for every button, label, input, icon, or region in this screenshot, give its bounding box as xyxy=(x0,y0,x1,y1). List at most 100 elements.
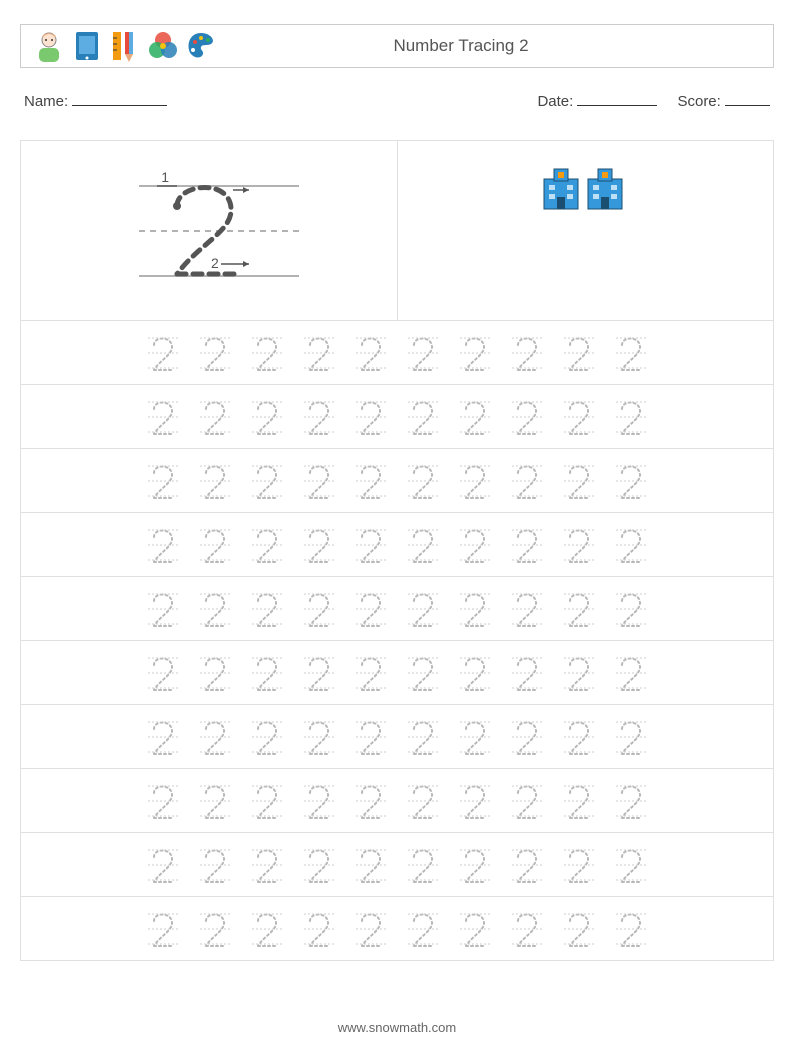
trace-cell xyxy=(501,393,553,441)
example-stroke-guide: 1 2 xyxy=(21,141,398,320)
trace-cell xyxy=(189,713,241,761)
trace-cell xyxy=(605,713,657,761)
trace-cell xyxy=(345,905,397,953)
trace-cell xyxy=(137,777,189,825)
trace-cell xyxy=(553,777,605,825)
trace-cell xyxy=(293,777,345,825)
trace-cell xyxy=(605,585,657,633)
trace-cell xyxy=(397,393,449,441)
trace-cell xyxy=(449,457,501,505)
trace-cell xyxy=(501,649,553,697)
trace-cell xyxy=(449,905,501,953)
trace-cell xyxy=(137,393,189,441)
trace-cell xyxy=(501,585,553,633)
trace-cell xyxy=(449,841,501,889)
trace-cell xyxy=(605,905,657,953)
date-underline xyxy=(577,92,657,106)
step-1-label: 1 xyxy=(161,169,169,185)
trace-cell xyxy=(241,521,293,569)
trace-cell xyxy=(605,457,657,505)
trace-cell xyxy=(345,585,397,633)
trace-cell xyxy=(501,841,553,889)
trace-cell xyxy=(241,649,293,697)
trace-row xyxy=(21,385,773,449)
trace-cell xyxy=(345,393,397,441)
score-underline xyxy=(725,92,770,106)
trace-cell xyxy=(397,585,449,633)
trace-cell xyxy=(137,649,189,697)
trace-rows-container xyxy=(21,321,773,961)
trace-row xyxy=(21,833,773,897)
trace-cell xyxy=(605,329,657,377)
trace-cell xyxy=(345,457,397,505)
example-count-image xyxy=(398,141,774,320)
trace-cell xyxy=(137,905,189,953)
trace-cell xyxy=(397,777,449,825)
trace-cell xyxy=(345,841,397,889)
trace-cell xyxy=(241,329,293,377)
trace-cell xyxy=(241,905,293,953)
score-label: Score: xyxy=(677,92,770,110)
trace-cell xyxy=(189,841,241,889)
person-icon xyxy=(31,28,67,64)
color-circles-icon xyxy=(145,28,181,64)
trace-cell xyxy=(553,457,605,505)
trace-cell xyxy=(189,329,241,377)
trace-cell xyxy=(605,841,657,889)
trace-cell xyxy=(501,329,553,377)
trace-cell xyxy=(605,649,657,697)
trace-cell xyxy=(241,841,293,889)
example-row: 1 2 xyxy=(21,141,773,321)
trace-row xyxy=(21,577,773,641)
trace-cell xyxy=(501,777,553,825)
trace-cell xyxy=(241,457,293,505)
trace-cell xyxy=(397,713,449,761)
trace-cell xyxy=(605,393,657,441)
buildings-icon xyxy=(540,165,630,215)
step-2-label: 2 xyxy=(211,255,219,271)
trace-cell xyxy=(449,713,501,761)
date-label: Date: xyxy=(537,92,657,110)
trace-cell xyxy=(397,841,449,889)
trace-cell xyxy=(137,329,189,377)
trace-cell xyxy=(501,457,553,505)
trace-cell xyxy=(345,713,397,761)
trace-cell xyxy=(397,457,449,505)
trace-row xyxy=(21,769,773,833)
trace-cell xyxy=(345,521,397,569)
ruler-pencil-icon xyxy=(107,28,143,64)
trace-cell xyxy=(137,713,189,761)
trace-cell xyxy=(397,905,449,953)
trace-cell xyxy=(137,521,189,569)
tablet-icon xyxy=(69,28,105,64)
name-underline xyxy=(72,92,167,106)
trace-cell xyxy=(449,585,501,633)
trace-cell xyxy=(137,585,189,633)
trace-cell xyxy=(553,841,605,889)
trace-row xyxy=(21,705,773,769)
trace-row xyxy=(21,641,773,705)
trace-row xyxy=(21,897,773,961)
trace-cell xyxy=(189,585,241,633)
trace-cell xyxy=(293,393,345,441)
footer-text: www.snowmath.com xyxy=(0,1020,794,1035)
header-icon-group xyxy=(31,28,219,64)
trace-cell xyxy=(241,713,293,761)
trace-cell xyxy=(397,329,449,377)
trace-cell xyxy=(345,649,397,697)
trace-cell xyxy=(553,585,605,633)
trace-cell xyxy=(553,393,605,441)
trace-cell xyxy=(449,649,501,697)
trace-cell xyxy=(189,393,241,441)
header-bar: Number Tracing 2 xyxy=(20,24,774,68)
trace-cell xyxy=(293,713,345,761)
trace-cell xyxy=(241,393,293,441)
trace-cell xyxy=(189,649,241,697)
trace-cell xyxy=(501,713,553,761)
trace-cell xyxy=(605,521,657,569)
trace-cell xyxy=(449,521,501,569)
trace-cell xyxy=(241,585,293,633)
trace-row xyxy=(21,449,773,513)
trace-cell xyxy=(293,521,345,569)
trace-cell xyxy=(501,521,553,569)
